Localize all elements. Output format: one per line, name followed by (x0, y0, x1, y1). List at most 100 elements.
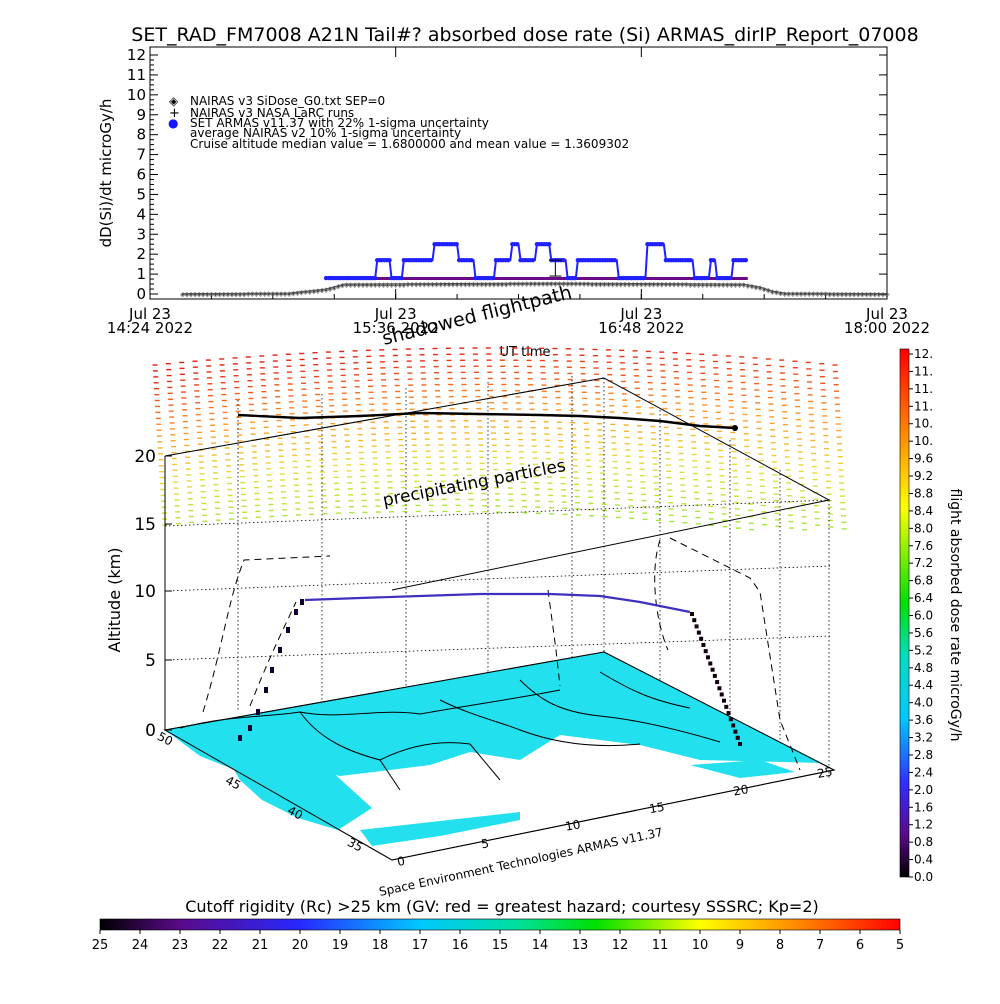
map-outline (163, 651, 836, 861)
flightpath-descent-marker (738, 742, 742, 746)
dose-colorbar-tick-label: 7.6 (914, 539, 933, 553)
nairas-v3-marker: ◈ (680, 281, 686, 289)
nairas-v3-marker: ◈ (839, 290, 845, 298)
flightpath-cruise-line (304, 592, 691, 614)
flightpath-descent-marker (731, 723, 736, 728)
y-tick-label: 3 (136, 225, 146, 243)
flightpath-descent-marker (703, 649, 708, 654)
nairas-v3-marker: ◈ (565, 280, 571, 288)
nairas-v3-marker: ◈ (598, 280, 604, 288)
legend-entry-nairas-v2-average: average NAIRAS v2 10% 1-sigma uncertaint… (190, 126, 461, 140)
rigidity-colorbar-tick-label: 15 (492, 938, 509, 953)
nairas-v3-marker: ◈ (307, 288, 313, 296)
nairas-v3-marker: ◈ (225, 290, 231, 298)
nairas-v3-marker: ◈ (790, 290, 796, 298)
y-tick-label: 10 (127, 86, 146, 104)
annotation-precipitating-particles: precipitating particles (381, 456, 567, 511)
nairas-v3-marker: ◈ (794, 290, 800, 298)
nairas-v3-marker: ◈ (213, 290, 219, 298)
nairas-v3-marker: ◈ (508, 280, 514, 288)
flightpath (238, 592, 742, 746)
latitude-tick-label: 35 (345, 835, 365, 855)
flightpath-descent-marker (733, 729, 738, 734)
flightpath-climb-marker (270, 667, 274, 673)
set-armas-marker (688, 257, 693, 263)
nairas-v3-marker: ◈ (262, 290, 268, 298)
nairas-v3-marker: ◈ (798, 290, 804, 298)
dose-colorbar-tick-label: 7.2 (914, 556, 933, 570)
rigidity-colorbar-tick-label: 19 (332, 938, 349, 953)
set-armas-marker (469, 257, 474, 263)
nairas-v3-marker: ◈ (749, 283, 755, 291)
flightpath-climb-marker (286, 627, 290, 633)
dose-colorbar-tick-label: 11. (914, 399, 933, 413)
nairas-v3-marker: ◈ (819, 290, 825, 298)
flightpath-descent-marker (715, 680, 720, 685)
nairas-v3-marker: ◈ (201, 290, 207, 298)
nairas-v3-marker: ◈ (442, 281, 448, 289)
nairas-v3-marker: ◈ (241, 290, 247, 298)
nairas-v3-marker: ◈ (385, 281, 391, 289)
nairas-v3-marker: ◈ (266, 290, 272, 298)
altitude-tick-label: 5 (145, 651, 156, 671)
nairas-v3-marker: ◈ (278, 290, 284, 298)
legend-entry-set-armas: SET ARMAS v11.37 with 22% 1-sigma uncert… (190, 116, 489, 130)
legend: ◈ NAIRAS v3 SiDose_G0.txt SEP=0 + NAIRAS… (168, 94, 629, 151)
nairas-v3-marker: ◈ (282, 290, 288, 298)
nairas-v3-marker: ◈ (684, 281, 690, 289)
nairas-v3-marker: ◈ (418, 281, 424, 289)
set-armas-marker (387, 257, 392, 263)
dose-colorbar-tick-label: 4.0 (914, 696, 933, 710)
nairas-v3-marker: ◈ (315, 287, 321, 295)
rigidity-colorbar-tick-label: 6 (856, 938, 864, 953)
flightpath-climb-marker (256, 709, 260, 715)
nairas-v3-marker: ◈ (696, 281, 702, 289)
y-tick-label: 2 (136, 245, 146, 263)
nairas-v3-marker: ◈ (577, 280, 583, 288)
nairas-v3-marker: ◈ (729, 281, 735, 289)
nairas-v3-marker: ◈ (843, 290, 849, 298)
x-tick-label-date: Jul 23 (374, 305, 417, 323)
longitude-tick-label: 20 (732, 782, 749, 798)
latitude-tick-label: 50 (155, 729, 175, 749)
nairas-v3-marker: ◈ (422, 281, 428, 289)
nairas-v3-marker: ◈ (323, 286, 329, 294)
nairas-v3-marker: ◈ (393, 281, 399, 289)
nairas-v3-marker: ◈ (475, 280, 481, 288)
flightpath-descent-marker (724, 704, 729, 709)
y-tick-label: 5 (136, 185, 146, 203)
rigidity-colorbar-tick-label: 18 (372, 938, 389, 953)
set-armas-marker (454, 242, 459, 247)
nairas-v3-marker: ◈ (352, 281, 358, 289)
dose-colorbar-tick-label: 2.0 (914, 783, 933, 797)
dose-colorbar-tick-label: 9.6 (914, 452, 933, 466)
rigidity-colorbar-tick-label: 5 (896, 938, 904, 953)
set-armas-marker (399, 275, 404, 281)
flight-3d-view: 0 5 10 15 20 Altitude (km) 0 5 10 15 20 25 35 40 45 5… (105, 281, 847, 899)
nairas-v3-marker: ◈ (688, 281, 694, 289)
longitude-tick-label: 5 (480, 836, 490, 851)
y-tick-label: 6 (136, 166, 146, 184)
nairas-v3-marker: ◈ (618, 280, 624, 288)
dose-colorbar-tick-label: 10. (914, 434, 933, 448)
nairas-v3-marker: ◈ (389, 281, 395, 289)
flightpath-descent-marker (735, 735, 740, 740)
time-series-plot-frame (149, 46, 888, 300)
rigidity-colorbar-tick-label: 20 (292, 938, 309, 953)
nairas-v3-marker: ◈ (786, 290, 792, 298)
nairas-v3-marker: ◈ (495, 280, 501, 288)
nairas-v3-marker: ◈ (254, 290, 260, 298)
flightpath-descent-marker (708, 661, 713, 666)
nairas-v3-marker: ◈ (434, 281, 440, 289)
nairas-v3-marker: ◈ (319, 286, 325, 294)
altitude-tick-label: 10 (134, 582, 156, 602)
y-tick-label: 1 (136, 265, 146, 283)
rigidity-colorbar-ticks: 25 24 23 22 21 20 19 18 17 16 15 14 13 12 11 10 9 8 7 6 5 (92, 930, 904, 953)
x-tick-label-date: Jul 23 (865, 305, 908, 323)
x-tick-label-time: 16:48 2022 (598, 319, 684, 337)
nairas-v3-marker: ◈ (639, 281, 645, 289)
altitude-tick-label: 0 (145, 721, 156, 741)
